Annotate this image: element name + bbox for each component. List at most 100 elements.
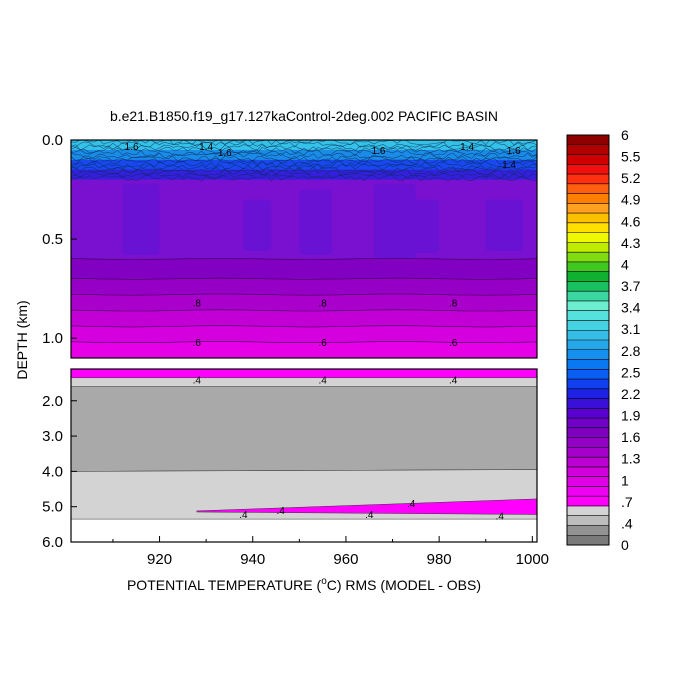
colorbar-swatch bbox=[567, 164, 609, 175]
depth-band bbox=[71, 342, 537, 358]
colorbar-label: .7 bbox=[621, 494, 633, 510]
colorbar-swatch bbox=[567, 232, 609, 243]
colorbar-swatch bbox=[567, 154, 609, 165]
low-value-column bbox=[411, 199, 440, 253]
contour-line bbox=[71, 293, 537, 296]
x-tick-label: 960 bbox=[333, 551, 358, 568]
colorbar-swatch bbox=[567, 369, 609, 380]
colorbar-swatch bbox=[567, 193, 609, 204]
contour-label: .4 bbox=[318, 376, 327, 387]
colorbar-swatch bbox=[567, 398, 609, 409]
colorbar-swatch bbox=[567, 261, 609, 272]
contour-label: 1.4 bbox=[199, 142, 213, 153]
colorbar-swatch bbox=[567, 427, 609, 438]
contour-line bbox=[71, 172, 537, 179]
contour-line bbox=[71, 309, 537, 312]
colorbar-swatch bbox=[567, 242, 609, 253]
colorbar-label: 2.8 bbox=[621, 343, 641, 359]
colorbar-label: 1.9 bbox=[621, 408, 641, 424]
low-value-column bbox=[243, 199, 272, 251]
contour-line bbox=[71, 277, 537, 280]
contour-label: 1.6 bbox=[218, 148, 232, 159]
contour-line bbox=[71, 155, 537, 162]
colorbar-label: 1.6 bbox=[621, 429, 641, 445]
colorbar-swatch bbox=[567, 340, 609, 351]
colorbar-swatch bbox=[567, 281, 609, 292]
colorbar-swatch bbox=[567, 476, 609, 487]
colorbar-label: 6 bbox=[621, 127, 629, 143]
upper-panel-contour-labels: 1.6 1.4 1.6 1.6 1.4 1.6 1.4 .8 .8 .8 .6 .6 .6 bbox=[125, 142, 521, 349]
y-tick-label: 2.0 bbox=[42, 393, 63, 410]
colorbar-label: .4 bbox=[621, 515, 633, 531]
depth-band bbox=[71, 159, 537, 171]
x-tick-label: 1000 bbox=[516, 551, 549, 568]
contour-line bbox=[71, 341, 537, 343]
lower-panel-frame bbox=[70, 368, 538, 543]
colorbar-label: 3.7 bbox=[621, 278, 641, 294]
contour-line bbox=[71, 160, 537, 168]
colorbar-swatch bbox=[567, 466, 609, 477]
contour-line bbox=[71, 169, 537, 176]
colorbar-swatch bbox=[567, 174, 609, 185]
lower-panel-fill bbox=[71, 369, 537, 542]
colorbar-swatch bbox=[567, 310, 609, 321]
colorbar-swatch bbox=[567, 379, 609, 390]
depth-region-surface-band bbox=[71, 369, 537, 379]
colorbar-label: 2.2 bbox=[621, 386, 641, 402]
colorbar-label: 4.3 bbox=[621, 235, 641, 251]
colorbar-label: 1.3 bbox=[621, 451, 641, 467]
colorbar-swatch bbox=[567, 505, 609, 517]
depth-band bbox=[71, 326, 537, 343]
upper-panel-frame bbox=[70, 139, 538, 359]
low-value-column bbox=[373, 183, 416, 259]
depth-band bbox=[71, 278, 537, 296]
colorbar-swatch bbox=[567, 447, 609, 458]
colorbar-label: 2.5 bbox=[621, 364, 641, 380]
colorbar-swatch bbox=[567, 408, 609, 419]
colorbar-label: 3.1 bbox=[621, 321, 641, 337]
y-axis-ticks: 0.0 0.5 1.0 2.0 3.0 4.0 5.0 6.0 bbox=[42, 132, 77, 551]
contour-line bbox=[71, 163, 537, 171]
contour-label: 1.6 bbox=[507, 146, 521, 157]
contour-label: 1.6 bbox=[125, 142, 139, 153]
contour-label: .4 bbox=[239, 510, 248, 521]
colorbar-swatch bbox=[567, 349, 609, 360]
colorbar-swatch bbox=[567, 213, 609, 224]
depth-band bbox=[71, 140, 537, 151]
colorbar-frame bbox=[566, 134, 610, 546]
colorbar-swatch bbox=[567, 320, 609, 331]
depth-region-deep-wedge bbox=[196, 498, 537, 515]
colorbar-label: 4 bbox=[621, 256, 629, 272]
y-tick-label: 3.0 bbox=[42, 428, 63, 445]
contour-line bbox=[71, 325, 537, 328]
contour-line bbox=[71, 140, 537, 146]
colorbar-label: 5.2 bbox=[621, 170, 641, 186]
colorbar-swatch bbox=[567, 135, 609, 146]
colorbar-swatch bbox=[567, 418, 609, 429]
colorbar-label: 4.9 bbox=[621, 192, 641, 208]
y-tick-label: 4.0 bbox=[42, 463, 63, 480]
colorbar-labels: 6 5.5 5.2 4.9 4.6 4.3 4 3.7 3.4 3.1 2.8 2.5 2.2 1.9 1.… bbox=[621, 127, 641, 553]
colorbar-swatch bbox=[567, 330, 609, 341]
x-axis-ticks: 920 940 960 980 1000 bbox=[112, 536, 549, 568]
x-tick-label: 940 bbox=[240, 551, 265, 568]
colorbar bbox=[566, 134, 610, 546]
contour-label: .8 bbox=[318, 299, 327, 310]
low-value-column bbox=[485, 199, 524, 251]
colorbar-swatch bbox=[567, 271, 609, 282]
colorbar-swatch bbox=[567, 457, 609, 468]
depth-band bbox=[71, 169, 537, 181]
low-value-column bbox=[122, 183, 160, 255]
depth-band bbox=[71, 294, 537, 312]
contour-label: .4 bbox=[277, 506, 286, 517]
contour-label: 1.6 bbox=[372, 146, 386, 157]
low-value-column bbox=[299, 189, 332, 255]
colorbar-swatch bbox=[567, 535, 609, 546]
colorbar-label: 1 bbox=[621, 472, 629, 488]
colorbar-swatch bbox=[567, 222, 609, 233]
x-tick-label: 980 bbox=[427, 551, 452, 568]
colorbar-swatch bbox=[567, 252, 609, 263]
y-axis-label: DEPTH (km) bbox=[14, 300, 30, 379]
colorbar-swatch bbox=[567, 359, 609, 370]
